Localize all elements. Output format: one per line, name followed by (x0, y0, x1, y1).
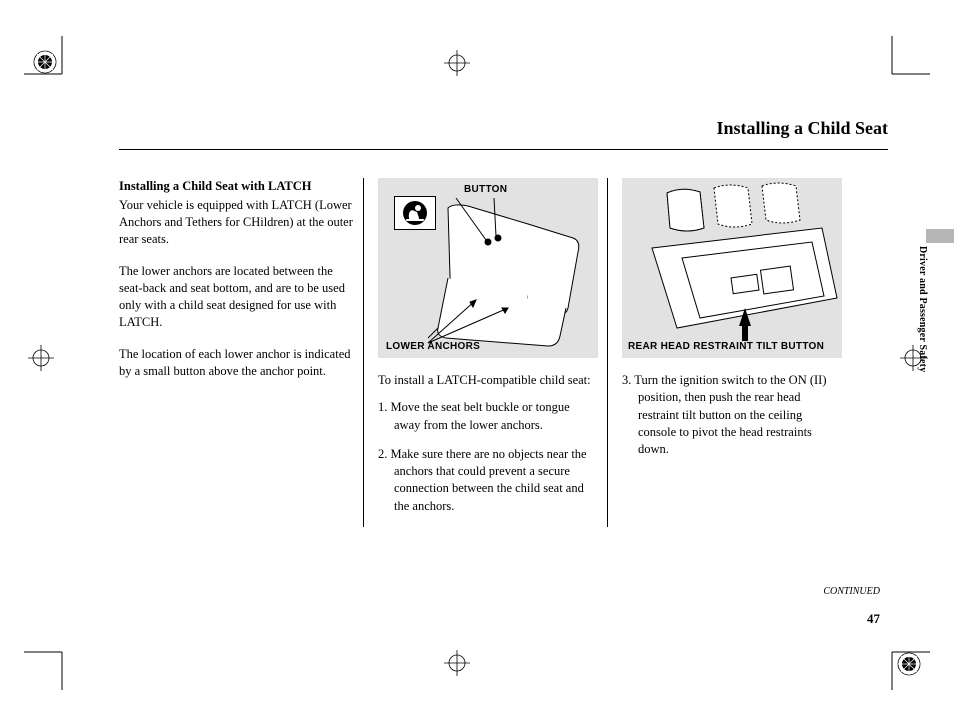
steps-list: 1. Move the seat belt buckle or tongue a… (378, 399, 597, 515)
seat-illustration (378, 178, 598, 358)
column-2: BUTTON LOWER ANCHORS (363, 178, 607, 527)
subheading: Installing a Child Seat with LATCH (119, 178, 353, 195)
content-columns: Installing a Child Seat with LATCH Your … (119, 178, 888, 527)
reg-mark-icon (896, 651, 922, 677)
section-side-label: Driver and Passenger Safety (917, 246, 928, 372)
steps-list: 3. Turn the ignition switch to the ON (I… (622, 372, 841, 458)
figure-tilt-button: REAR HEAD RESTRAINT TILT BUTTON (622, 178, 842, 358)
console-illustration (622, 178, 842, 358)
continued-label: CONTINUED (823, 586, 880, 597)
page-title: Installing a Child Seat (119, 118, 888, 150)
column-1: Installing a Child Seat with LATCH Your … (119, 178, 363, 527)
crop-mark-tr (872, 36, 930, 94)
crop-mark-bl (24, 632, 82, 690)
intro-text: To install a LATCH-compatible child seat… (378, 372, 597, 389)
step-item: 3. Turn the ignition switch to the ON (I… (622, 372, 841, 458)
cross-mark-icon (444, 650, 470, 676)
section-tab (926, 229, 954, 243)
cross-mark-icon (444, 50, 470, 76)
step-item: 1. Move the seat belt buckle or tongue a… (378, 399, 597, 434)
step-item: 2. Make sure there are no objects near t… (378, 446, 597, 515)
paragraph: The location of each lower anchor is ind… (119, 346, 353, 381)
page-number: 47 (867, 611, 880, 627)
figure-lower-anchors: BUTTON LOWER ANCHORS (378, 178, 598, 358)
paragraph: The lower anchors are located between th… (119, 263, 353, 332)
cross-mark-icon (28, 345, 54, 371)
reg-mark-icon (32, 49, 58, 75)
paragraph: Your vehicle is equipped with LATCH (Low… (119, 197, 353, 249)
column-3: REAR HEAD RESTRAINT TILT BUTTON (607, 178, 851, 527)
